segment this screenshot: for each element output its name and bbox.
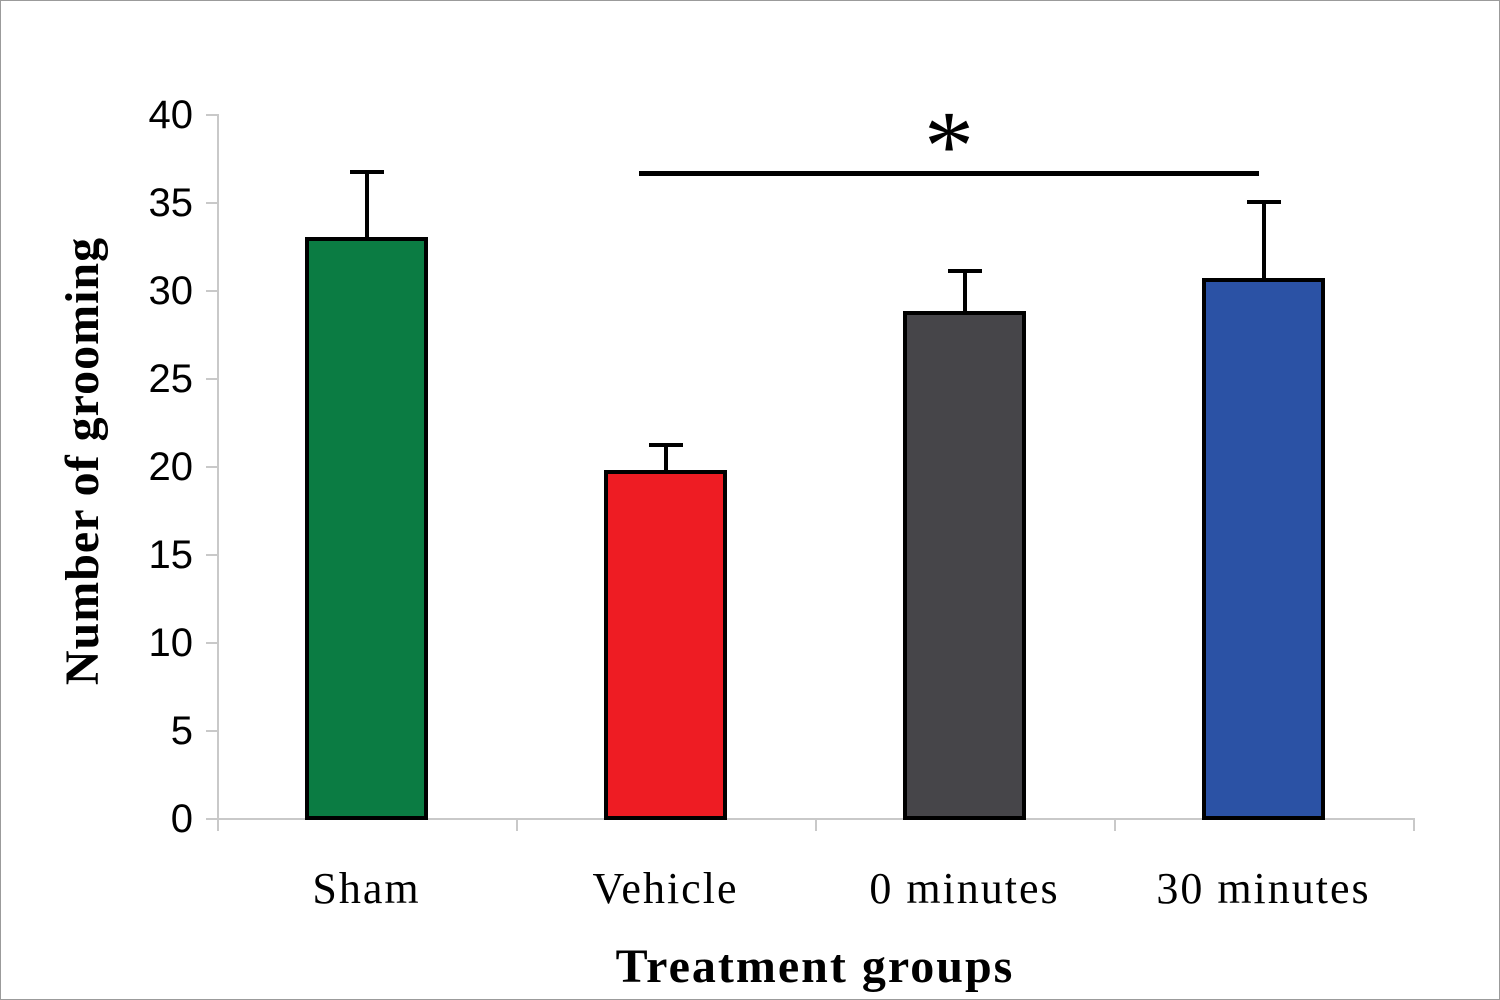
y-tick-label: 40 — [148, 93, 194, 137]
y-axis-tick — [206, 730, 217, 732]
y-tick-label: 15 — [148, 533, 194, 577]
x-axis-title: Treatment groups — [615, 940, 1015, 993]
y-axis-tick — [206, 114, 217, 116]
error-bar-stem — [364, 172, 369, 238]
x-axis-tick — [516, 818, 518, 831]
category-label: Vehicle — [592, 864, 739, 913]
significance-line — [639, 171, 1259, 176]
x-axis-tick — [1114, 818, 1116, 831]
category-label: 0 minutes — [869, 864, 1060, 913]
y-tick-label: 20 — [148, 445, 194, 489]
bar-vehicle — [604, 469, 727, 820]
error-bar-cap — [1246, 200, 1281, 204]
error-bar-cap — [947, 268, 982, 273]
y-axis-line — [217, 114, 219, 820]
y-tick-label: 35 — [148, 181, 194, 225]
error-bar-cap — [349, 170, 384, 175]
category-label: Sham — [312, 864, 421, 913]
y-axis-tick — [206, 466, 217, 468]
y-axis-tick — [206, 378, 217, 380]
bar-0-minutes — [903, 311, 1026, 820]
error-bar-stem — [962, 270, 967, 312]
category-label: 30 minutes — [1156, 864, 1371, 913]
y-axis-tick — [206, 202, 217, 204]
bar-sham — [305, 237, 428, 820]
y-tick-label: 0 — [170, 797, 193, 841]
x-axis-tick — [217, 818, 219, 831]
y-tick-label: 5 — [170, 709, 193, 753]
x-axis-tick — [815, 818, 817, 831]
y-tick-label: 30 — [148, 269, 194, 313]
y-tick-label: 10 — [148, 621, 194, 665]
error-bar-stem — [663, 444, 668, 470]
y-axis-tick — [206, 642, 217, 644]
y-axis-tick — [206, 554, 217, 556]
error-bar-cap — [648, 442, 683, 447]
bar-30-minutes — [1202, 277, 1325, 820]
significance-asterisk: * — [924, 90, 974, 201]
y-axis-tick — [206, 818, 217, 820]
error-bar-stem — [1261, 202, 1266, 278]
y-axis-tick — [206, 290, 217, 292]
y-tick-label: 25 — [148, 357, 194, 401]
x-axis-tick — [1413, 818, 1415, 831]
